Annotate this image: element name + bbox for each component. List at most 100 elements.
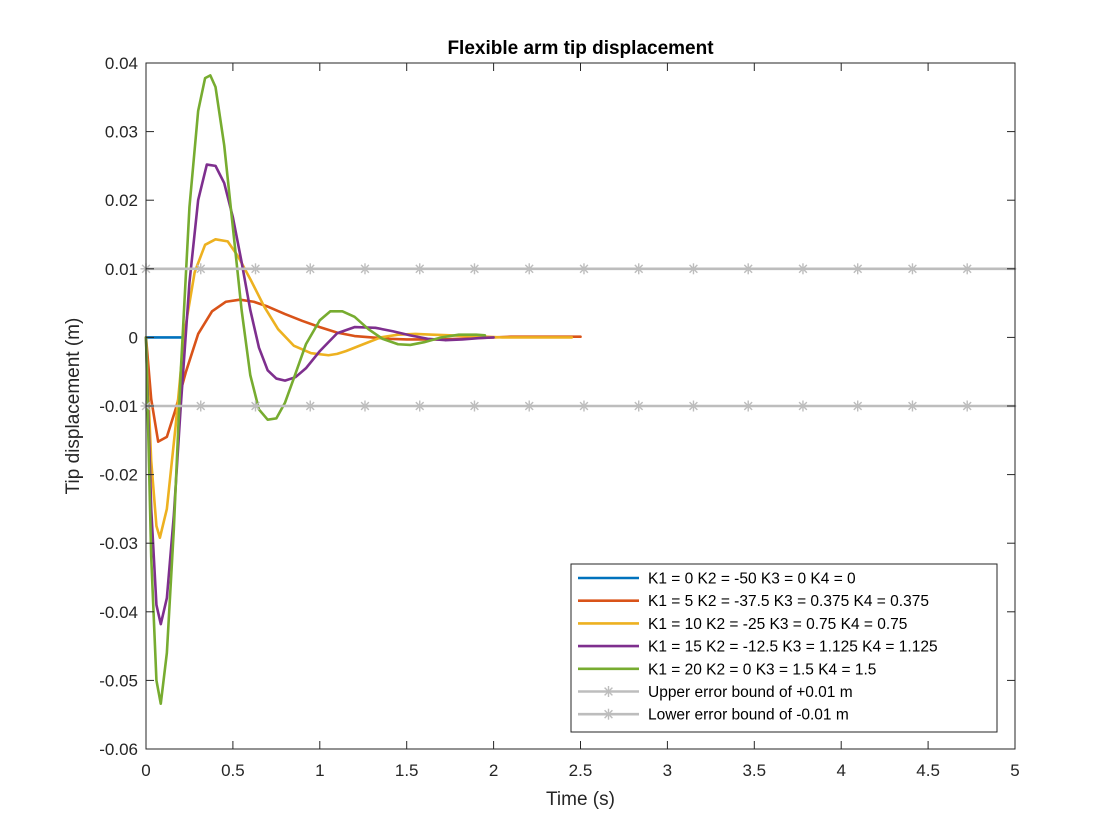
series-6-marker (961, 400, 973, 412)
legend: K1 = 0 K2 = -50 K3 = 0 K4 = 0 K1 = 5 K2 =… (570, 563, 998, 733)
series-6-marker (633, 400, 645, 412)
x-tick-label: 2.5 (569, 761, 593, 780)
series-5-marker (852, 263, 864, 275)
series-6-marker-stroke (634, 401, 644, 411)
legend-label: K1 = 5 K2 = -37.5 K3 = 0.375 K4 = 0.375 (648, 593, 929, 610)
series-5-marker (961, 263, 973, 275)
series-6-marker-stroke (524, 401, 534, 411)
series-5-marker-stroke (853, 264, 863, 274)
series-5-marker-stroke (251, 264, 260, 274)
series-5-marker-stroke (470, 264, 479, 274)
series-6-marker (414, 400, 426, 412)
series-5-marker (468, 263, 480, 275)
series-6-marker (687, 400, 699, 412)
y-tick-label: -0.06 (99, 740, 138, 759)
y-tick-label: -0.01 (99, 397, 138, 416)
x-tick-label: 3.5 (742, 761, 766, 780)
x-tick-label: 4.5 (916, 761, 940, 780)
series-6-marker (578, 400, 590, 412)
series-5-marker-stroke (360, 264, 370, 274)
series-5-marker-stroke (634, 264, 644, 274)
x-tick-label: 0.5 (221, 761, 245, 780)
series-5-marker (797, 263, 809, 275)
series-5-marker (578, 263, 590, 275)
x-tick-label: 4 (836, 761, 845, 780)
series-5-marker (359, 263, 371, 275)
series-6-marker (468, 400, 480, 412)
legend-label: K1 = 15 K2 = -12.5 K3 = 1.125 K4 = 1.125 (648, 639, 938, 656)
y-tick-label: -0.05 (99, 671, 138, 690)
series-6-marker-stroke (470, 401, 479, 411)
series-6-marker (742, 400, 754, 412)
series-6-marker-stroke (360, 401, 370, 411)
y-axis: 0.04 0.03 0.02 0.01 0 -0.01 -0.02 -0.03 -0.04 -0.… (99, 54, 1015, 759)
series-5-marker (195, 263, 207, 275)
series-5-marker (249, 263, 261, 275)
legend-label: K1 = 0 K2 = -50 K3 = 0 K4 = 0 (648, 571, 856, 588)
legend-marker (603, 686, 614, 697)
chart-title: Flexible arm tip displacement (447, 38, 714, 59)
series-6-marker (797, 400, 809, 412)
series-6-marker-stroke (853, 401, 863, 411)
series-5-marker (414, 263, 426, 275)
series-6-marker-stroke (251, 401, 260, 411)
x-tick-label: 2 (489, 761, 498, 780)
series-5-marker-stroke (305, 264, 315, 274)
x-tick-label: 1 (315, 761, 324, 780)
legend-marker-stroke (604, 687, 613, 696)
series-6-marker-stroke (689, 401, 698, 411)
series-5-marker-stroke (524, 264, 534, 274)
series-6-marker-stroke (305, 401, 315, 411)
x-tick-label: 1.5 (395, 761, 419, 780)
y-tick-label: 0 (129, 328, 138, 347)
series-5-marker (523, 263, 535, 275)
y-tick-label: 0.03 (105, 123, 138, 142)
series-5-marker (906, 263, 918, 275)
series-5-marker-stroke (743, 264, 753, 274)
series-5-marker-stroke (415, 264, 425, 274)
x-tick-label: 5 (1010, 761, 1019, 780)
y-tick-label: 0.02 (105, 191, 138, 210)
x-tick-label: 3 (663, 761, 672, 780)
series-5-marker-stroke (579, 264, 589, 274)
series-layer (140, 74, 1017, 706)
series-5-marker-stroke (689, 264, 698, 274)
legend-marker (603, 708, 614, 720)
series-6-marker (523, 400, 535, 412)
series-6-marker-stroke (415, 401, 425, 411)
legend-label: K1 = 20 K2 = 0 K3 = 1.5 K4 = 1.5 (648, 661, 876, 678)
x-axis-label: Time (s) (546, 789, 615, 810)
series-5-marker-stroke (196, 264, 206, 274)
series-6-marker-stroke (196, 401, 206, 411)
series-5-marker-stroke (908, 264, 917, 274)
series-6-marker (852, 400, 864, 412)
series-5-marker-stroke (798, 264, 808, 274)
legend-label: Lower error bound of -0.01 m (648, 707, 849, 724)
series-6-marker (304, 400, 316, 412)
legend-label: Upper error bound of +0.01 m (648, 684, 853, 701)
y-tick-label: 0.04 (105, 54, 138, 73)
y-tick-label: -0.03 (99, 534, 138, 553)
y-tick-label: 0.01 (105, 260, 138, 279)
series-6-marker-stroke (798, 401, 808, 411)
series-6-marker-stroke (743, 401, 753, 411)
y-tick-label: -0.02 (99, 466, 138, 485)
legend-marker-stroke (604, 709, 613, 719)
x-tick-label: 0 (141, 761, 150, 780)
series-6-marker (906, 400, 918, 412)
series-6-marker-stroke (962, 401, 972, 411)
series-6-marker (195, 400, 207, 412)
series-5-marker (687, 263, 699, 275)
x-axis: 0 0.5 1 1.5 2 2.5 3 3.5 4 4.5 5 (141, 63, 1020, 780)
series-6-marker-stroke (908, 401, 917, 411)
y-axis-label: Tip displacement (m) (63, 318, 84, 495)
series-6-marker-stroke (579, 401, 589, 411)
series-5-marker (742, 263, 754, 275)
series-6-marker (249, 400, 261, 412)
legend-box (570, 563, 998, 733)
series-5-marker (304, 263, 316, 275)
legend-label: K1 = 10 K2 = -25 K3 = 0.75 K4 = 0.75 (648, 616, 907, 633)
y-tick-label: -0.04 (99, 603, 138, 622)
